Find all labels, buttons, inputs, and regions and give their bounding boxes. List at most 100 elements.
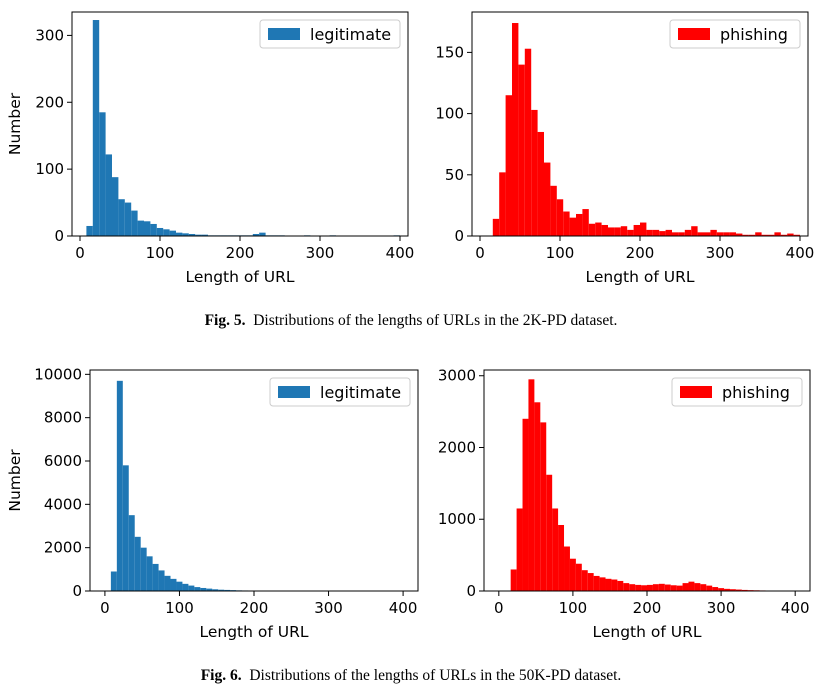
bar: [194, 587, 201, 591]
bar: [110, 571, 117, 591]
x-tick-label: 300: [314, 599, 343, 617]
y-tick-label: 0: [72, 582, 82, 600]
x-tick-label: 0: [75, 244, 85, 262]
x-tick-label: 200: [633, 599, 662, 617]
caption-fig5-text: Distributions of the lengths of URLs in …: [253, 312, 618, 329]
y-axis-label: Number: [6, 449, 24, 512]
legend-swatch: [680, 386, 712, 398]
bar: [601, 224, 608, 236]
bar: [706, 585, 713, 591]
bar: [558, 524, 565, 591]
legend-label: legitimate: [310, 25, 391, 44]
bar: [588, 223, 596, 236]
legend-box: [259, 19, 401, 49]
x-axis-label: Length of URL: [592, 623, 701, 641]
bar: [587, 573, 594, 591]
x-tick-label: 200: [226, 244, 255, 262]
y-tick-label: 4000: [44, 495, 82, 513]
bar: [522, 418, 529, 591]
bar: [678, 232, 685, 236]
bar: [718, 588, 725, 591]
y-tick-label: 2000: [44, 539, 82, 557]
y-tick-label: 100: [35, 160, 64, 178]
histogram-panel-2: 0 100 200 300 400 0 50 100 150 Length of URL phish…: [435, 11, 814, 286]
bar: [755, 232, 762, 236]
bar: [158, 570, 165, 591]
bar: [641, 585, 647, 591]
bar: [564, 546, 570, 591]
legend: phishing: [671, 377, 803, 407]
bar: [736, 233, 743, 236]
bar: [112, 177, 119, 236]
bar: [99, 112, 106, 236]
bar: [569, 217, 576, 236]
bar: [182, 233, 189, 236]
bar: [691, 226, 698, 236]
bar: [700, 584, 707, 591]
y-tick-label: 10000: [34, 365, 82, 383]
bar: [611, 579, 618, 591]
bar: [122, 465, 129, 591]
y-tick-label: 0: [54, 227, 64, 245]
bar: [741, 589, 748, 591]
bar: [581, 570, 588, 591]
bar: [761, 234, 768, 236]
bar: [664, 584, 671, 591]
bar: [724, 588, 730, 591]
caption-fig6: Fig. 6. Distributions of the lengths of …: [0, 667, 822, 685]
bar: [670, 585, 677, 591]
bar: [576, 213, 583, 236]
bar: [623, 583, 630, 591]
bar: [540, 422, 547, 591]
bar: [140, 547, 147, 591]
legend-swatch: [278, 386, 310, 398]
bar: [163, 229, 170, 236]
bar: [647, 584, 653, 591]
bar: [552, 508, 559, 591]
bar: [150, 223, 157, 236]
bar: [505, 95, 512, 236]
bar: [658, 583, 665, 591]
bar: [544, 162, 551, 236]
bar: [608, 227, 615, 236]
bar: [201, 234, 208, 236]
y-tick-label: 0: [466, 582, 476, 600]
legend-box: [671, 377, 803, 407]
bar: [793, 234, 800, 236]
x-tick-label: 100: [546, 244, 575, 262]
bar: [224, 589, 231, 591]
bar: [620, 226, 628, 236]
bar: [92, 20, 100, 236]
bar: [146, 556, 153, 591]
bar: [556, 199, 564, 236]
bar: [492, 218, 500, 236]
x-tick-label: 200: [626, 244, 655, 262]
bar: [629, 584, 636, 591]
bar: [176, 232, 183, 236]
y-tick-label: 8000: [44, 409, 82, 427]
bar: [774, 232, 781, 236]
legend-label: phishing: [722, 383, 790, 402]
bar: [627, 229, 634, 236]
x-tick-label: 400: [386, 244, 415, 262]
bar: [665, 229, 672, 236]
x-tick-label: 0: [475, 244, 485, 262]
x-tick-label: 100: [559, 599, 588, 617]
bar: [144, 221, 151, 236]
legend-box: [669, 19, 801, 49]
y-tick-label: 3000: [438, 367, 476, 385]
x-tick-label: 300: [707, 599, 736, 617]
bar: [593, 575, 600, 591]
histogram-panel-3: 0 100 200 300 4000200040006000800010000Lengt…: [6, 365, 419, 641]
bar: [164, 575, 171, 591]
bar: [614, 227, 621, 236]
bar: [575, 563, 582, 591]
histogram-panel-1: 0 100 200 300 400 0 100 200 300 Length of URL Numb…: [6, 11, 415, 286]
caption-fig6-text: Distributions of the lengths of URLs in …: [249, 667, 622, 684]
y-tick-label: 2000: [438, 438, 476, 456]
bar: [633, 224, 640, 236]
x-tick-label: 200: [240, 599, 269, 617]
bar: [723, 232, 730, 236]
y-tick-label: 6000: [44, 452, 82, 470]
bar: [105, 154, 112, 236]
